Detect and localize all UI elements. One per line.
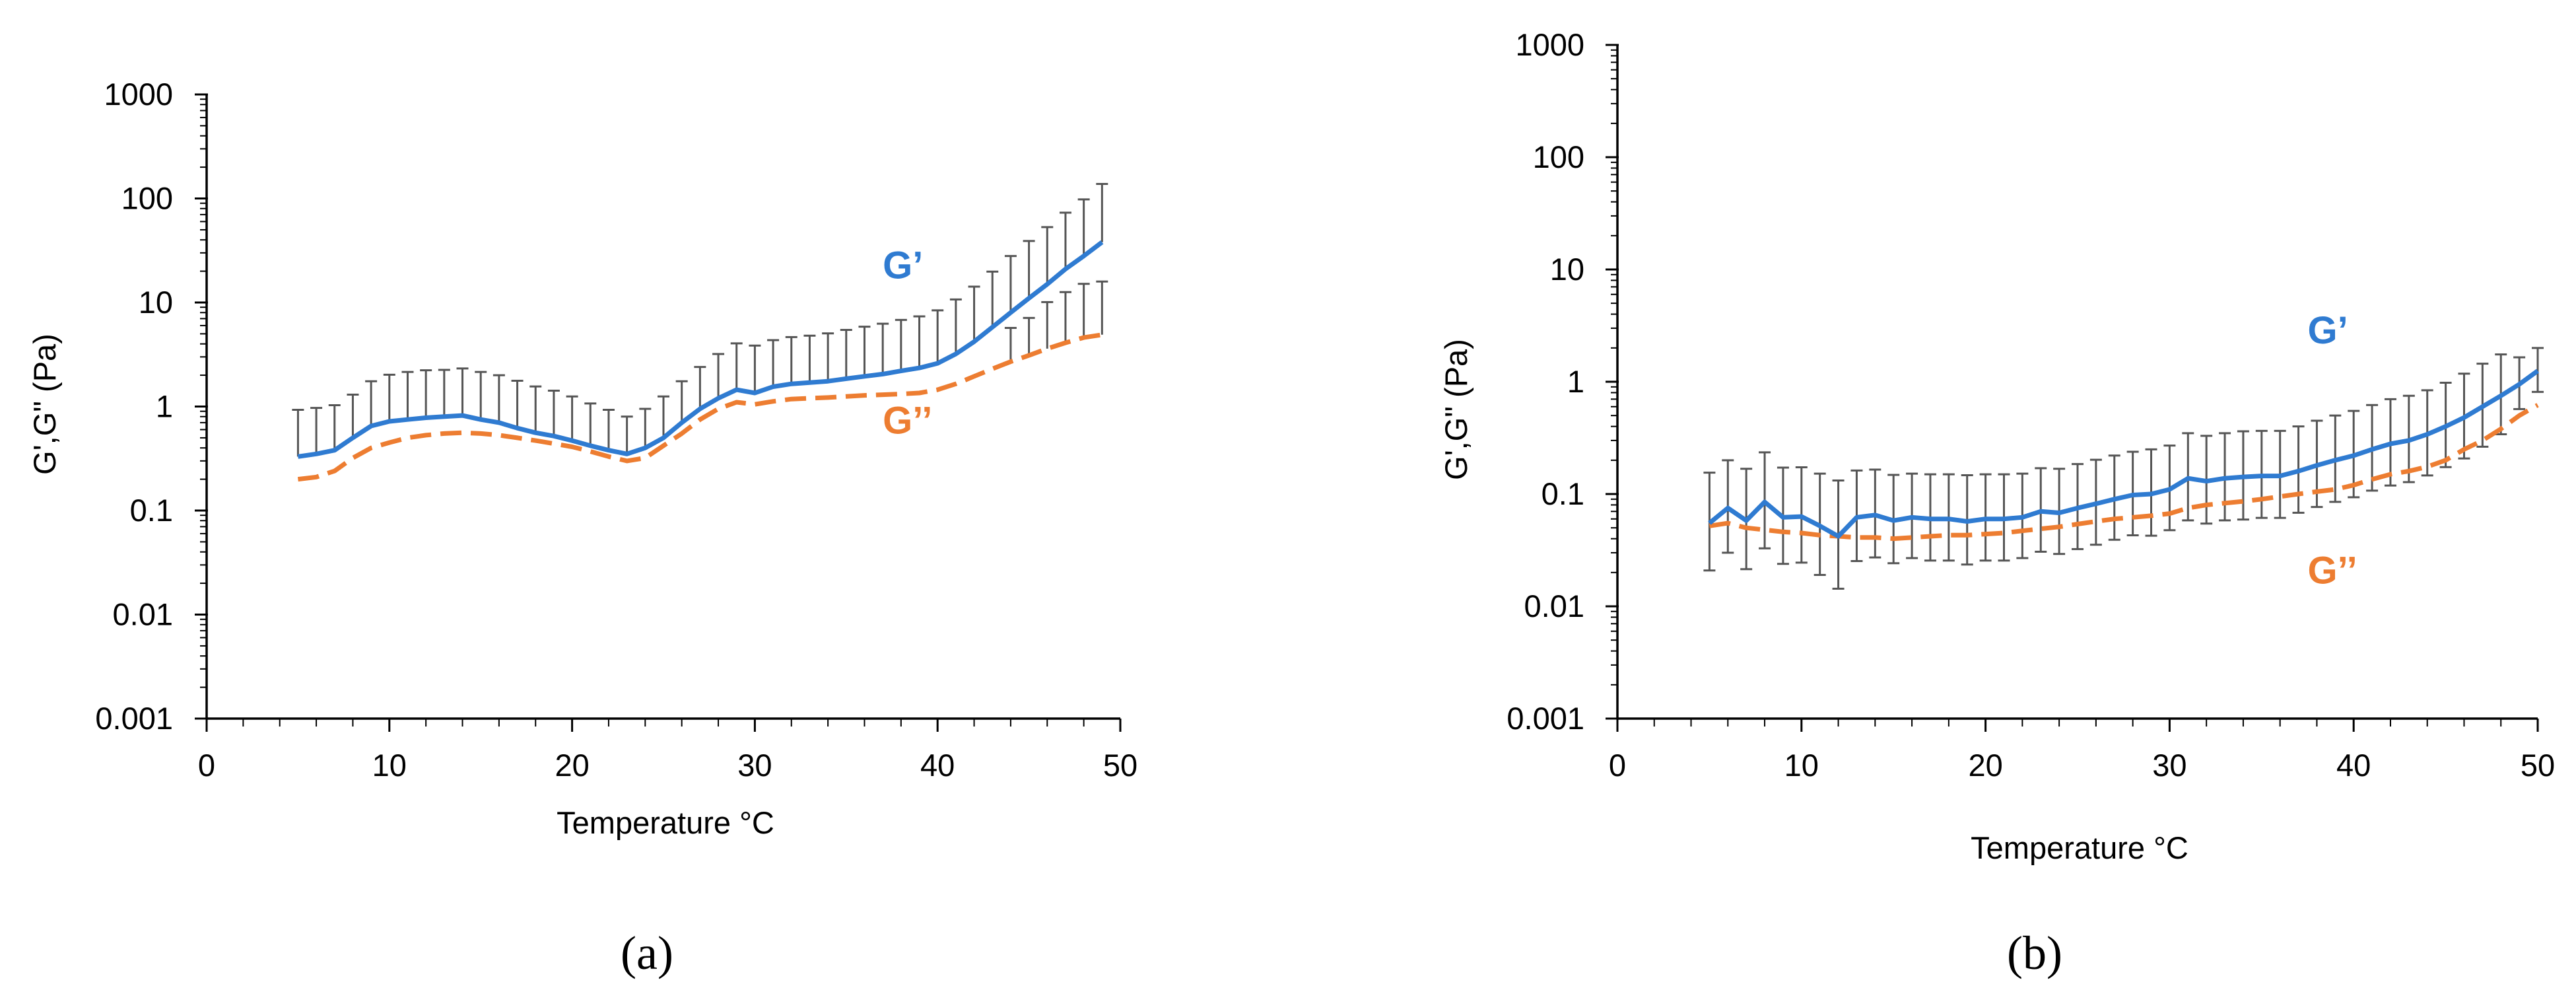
- chart-a-xtick-label: 10: [372, 748, 407, 783]
- chart-a-ytick-label: 0.001: [95, 701, 173, 736]
- chart-b-xtick-label: 40: [2336, 748, 2371, 783]
- chart-a-ytick-label: 1: [156, 389, 173, 424]
- chart-a-panel-label: (a): [621, 927, 673, 979]
- chart-b-xtick-label: 10: [1784, 748, 1819, 783]
- chart-b-ytick-label: 1000: [1515, 27, 1584, 62]
- chart-panel-a: G',G" (Pa) Temperature °C (a) 0.001 0.01 0…: [27, 77, 1137, 979]
- chart-a-ytick-label: 1000: [104, 77, 173, 112]
- chart-b-xtick-label: 20: [1968, 748, 2002, 783]
- chart-a-xtick-label: 0: [198, 748, 215, 783]
- chart-a-annotation-g-double-prime: G’’: [883, 399, 932, 442]
- chart-a-xtick-label: 50: [1103, 748, 1137, 783]
- chart-a-ylabel: G',G" (Pa): [27, 334, 62, 475]
- chart-a-ytick-label: 10: [139, 285, 173, 320]
- chart-a-xtick-label: 30: [737, 748, 772, 783]
- chart-b-series-g-double-prime-line: [1709, 403, 2539, 542]
- chart-b-ytick-label: 100: [1533, 139, 1584, 174]
- chart-b-ytick-label: 0.001: [1507, 701, 1584, 736]
- chart-b-ylabel: G',G" (Pa): [1439, 339, 1474, 480]
- chart-b-ytick-label: 10: [1550, 252, 1584, 287]
- chart-b-annotation-g-prime: G’: [2308, 309, 2348, 352]
- chart-a-ytick-label: 100: [121, 181, 173, 216]
- chart-a-series-g-prime-line: [297, 240, 1104, 459]
- chart-b-xtick-label: 0: [1609, 748, 1626, 783]
- chart-b-ytick-label: 0.1: [1542, 476, 1584, 511]
- chart-a-annotation-g-prime: G’: [883, 244, 923, 287]
- chart-b-ytick-label: 1: [1567, 364, 1584, 399]
- chart-a-xtick-label: 40: [920, 748, 955, 783]
- chart-a-ytick-label: 0.1: [130, 493, 173, 528]
- chart-a-series-g-double-prime-line: [297, 332, 1102, 482]
- chart-a-xlabel: Temperature °C: [557, 805, 774, 840]
- chart-b-annotation-g-double-prime: G’’: [2308, 549, 2357, 592]
- chart-b-panel-label: (b): [2007, 927, 2062, 979]
- chart-b-xtick-label: 50: [2521, 748, 2555, 783]
- chart-a-xtick-label: 20: [555, 748, 589, 783]
- chart-b-xlabel: Temperature °C: [1971, 830, 2188, 865]
- chart-a-ytick-label: 0.01: [113, 597, 173, 632]
- chart-b-series-g-prime-line: [1708, 369, 2540, 539]
- chart-b-ytick-label: 0.01: [1524, 588, 1584, 623]
- chart-panel-b: G',G" (Pa) Temperature °C (b) 0.001 0.01 0…: [1439, 27, 2555, 979]
- chart-b-xtick-label: 30: [2152, 748, 2186, 783]
